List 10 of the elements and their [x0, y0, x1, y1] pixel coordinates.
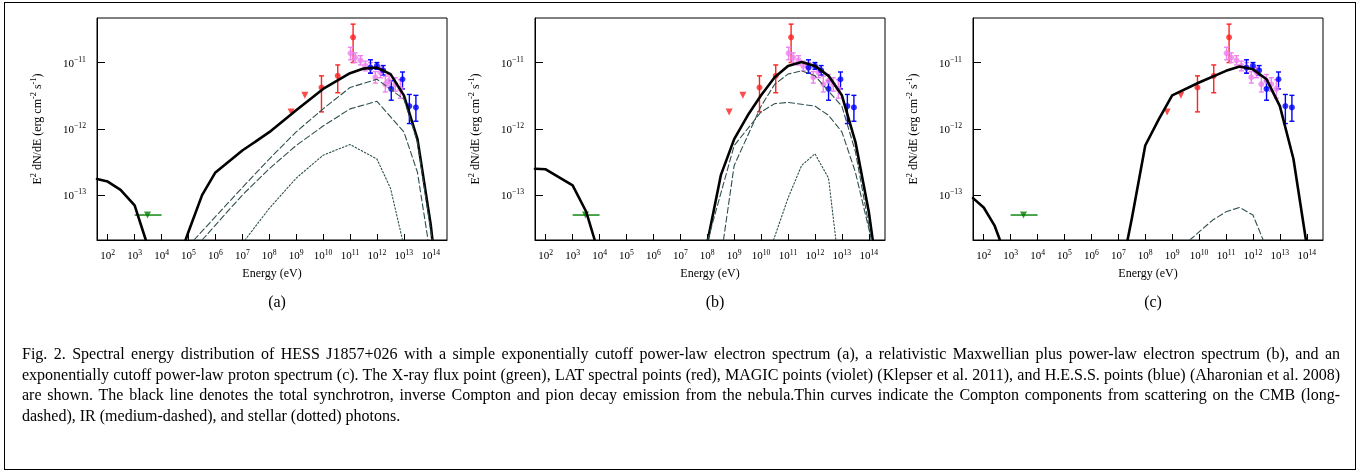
x-axis-title: Energy (eV) — [680, 266, 740, 280]
text: (c) — [1144, 292, 1162, 311]
text: (a) — [268, 292, 286, 311]
y-axis-title: E2 dN/dE (erg cm-2 s-1) — [905, 73, 921, 185]
caption: Fig. 2. Spectral energy distribution of HESS J1857+026 with a simple exponentially cutoff power-law electron spectrum (a), a relativistic Maxwellian plus power-law electron spectrum (b), and an exponentially cutoff power-law proton spectrum (c). The X-ray flux point (green), LAT spectral points (red), MAGIC points (violet) (Klepser et al. 2011), and H.E.S.S. points (blue) (Aharonian et al. 2008) are shown. The black line denotes the total synchrotron, inverse Compton and pion decay emission from the nebula.Thin curves indicate the Compton components from scattering on the CMB (long-dashed), IR (medium-dashed), and stellar (dotted) photons. — [22, 344, 1340, 426]
x-axis-title: Energy (eV) — [1118, 266, 1178, 280]
y-axis-title: E2 dN/dE (erg cm-2 s-1) — [29, 73, 45, 185]
text: (b) — [705, 292, 725, 311]
x-axis-title: Energy (eV) — [242, 266, 302, 280]
y-axis-title: E2 dN/dE (erg cm-2 s-1) — [467, 73, 483, 185]
